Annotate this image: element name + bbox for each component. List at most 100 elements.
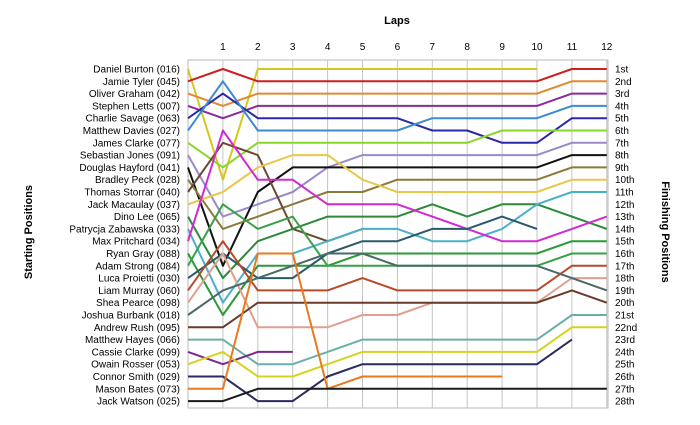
finishing-position-label: 14th xyxy=(615,224,634,235)
series-line-5 xyxy=(187,92,607,144)
finishing-position-label: 15th xyxy=(615,237,634,248)
starting-position-label: Shea Pearce (098) xyxy=(96,298,180,309)
starting-position-label: Mason Bates (073) xyxy=(96,384,181,395)
finishing-position-label: 6th xyxy=(615,126,629,137)
finishing-position-labels: 1st2nd3rd4th5th6th7th8th9th10th11th12th1… xyxy=(615,65,637,408)
finishing-position-label: 12th xyxy=(615,200,634,211)
series-line-15 xyxy=(187,129,608,243)
lap-tick-label: 8 xyxy=(464,42,470,53)
finishing-position-label: 25th xyxy=(615,360,634,371)
starting-position-label: Cassie Clarke (099) xyxy=(92,347,180,358)
y-axis-label-right: Finishing Positions xyxy=(659,181,671,282)
starting-position-label: Andrew Rush (095) xyxy=(94,323,180,334)
lap-tick-labels: 1 2 3 4 5 6 7 8 9 10 11 12 xyxy=(220,42,613,53)
finishing-position-label: 3rd xyxy=(615,89,629,100)
starting-position-label: Patrycja Zabawska (033) xyxy=(69,224,180,235)
starting-position-label: Sebastian Jones (091) xyxy=(80,151,180,162)
lap-tick-label: 6 xyxy=(395,42,401,53)
series-line-19 xyxy=(187,240,607,292)
starting-position-label: James Clarke (077) xyxy=(93,138,180,149)
plot-area xyxy=(187,59,609,409)
starting-position-label: Jack Macaulay (037) xyxy=(88,200,180,211)
series-line-10 xyxy=(187,166,607,230)
lap-tick-label: 7 xyxy=(430,42,436,53)
finishing-position-label: 7th xyxy=(615,138,629,149)
finishing-position-label: 17th xyxy=(615,261,634,272)
lap-tick-label: 11 xyxy=(567,42,578,53)
starting-position-label: Stephen Letts (007) xyxy=(92,101,180,112)
finishing-position-label: 20th xyxy=(615,298,634,309)
finishing-position-label: 23rd xyxy=(615,335,635,346)
starting-position-label: Dino Lee (065) xyxy=(114,212,180,223)
series-line-21 xyxy=(187,252,608,316)
lap-tick-label: 2 xyxy=(255,42,261,53)
finishing-position-label: 4th xyxy=(615,101,629,112)
starting-position-label: Liam Murray (060) xyxy=(98,286,180,297)
finishing-position-label: 1st xyxy=(615,65,629,76)
series-line-18 xyxy=(187,215,538,280)
series-line-28 xyxy=(188,387,607,403)
lap-tick-label: 4 xyxy=(325,42,331,53)
starting-position-label: Luca Proietti (030) xyxy=(98,274,180,285)
y-axis-label-left: Starting Positions xyxy=(23,185,35,279)
finishing-position-label: 5th xyxy=(615,114,629,125)
lap-tick-label: 5 xyxy=(360,42,366,53)
starting-position-label: Ryan Gray (088) xyxy=(106,249,180,260)
series-line-3 xyxy=(187,80,607,107)
starting-position-label: Charlie Savage (063) xyxy=(86,114,181,125)
finishing-position-label: 28th xyxy=(615,397,634,408)
starting-position-label: Matthew Hayes (066) xyxy=(85,335,180,346)
finishing-position-label: 16th xyxy=(615,249,634,260)
starting-position-labels: Daniel Burton (016)Jamie Tyler (045)Oliv… xyxy=(69,65,180,408)
lap-tick-label: 1 xyxy=(220,42,226,53)
starting-position-label: Jack Watson (025) xyxy=(97,397,180,408)
starting-position-label: Matthew Davies (027) xyxy=(83,126,180,137)
starting-position-label: Daniel Burton (016) xyxy=(93,65,180,76)
lap-tick-label: 3 xyxy=(290,42,296,53)
series-line-8 xyxy=(187,141,607,218)
lap-tick-label: 12 xyxy=(601,42,613,53)
series-line-1 xyxy=(187,68,537,181)
series-line-22 xyxy=(188,289,608,329)
finishing-position-label: 24th xyxy=(615,347,634,358)
series-line-6 xyxy=(187,80,607,132)
series-line-26 xyxy=(188,338,573,403)
starting-position-label: Oliver Graham (042) xyxy=(89,89,180,100)
finishing-position-label: 2nd xyxy=(615,77,632,88)
series-line-16 xyxy=(187,240,607,316)
starting-position-label: Max Pritchard (034) xyxy=(92,237,180,248)
starting-position-label: Thomas Storrar (040) xyxy=(84,188,180,199)
series-lines xyxy=(187,68,608,403)
series-line-23 xyxy=(188,314,607,366)
series-line-12 xyxy=(187,154,607,206)
series-line-7 xyxy=(187,129,607,169)
starting-position-label: Jamie Tyler (045) xyxy=(103,77,180,88)
starting-position-label: Connor Smith (029) xyxy=(93,372,180,383)
starting-position-label: Douglas Hayford (041) xyxy=(79,163,180,174)
finishing-position-label: 21st xyxy=(615,311,634,322)
chart-title: Laps xyxy=(384,15,410,27)
finishing-position-label: 22nd xyxy=(615,323,637,334)
finishing-position-label: 10th xyxy=(615,175,634,186)
finishing-position-label: 19th xyxy=(615,286,634,297)
starting-position-label: Owain Rosser (053) xyxy=(91,360,180,371)
lap-tick-label: 10 xyxy=(531,42,543,53)
series-line-4 xyxy=(187,92,607,120)
finishing-position-label: 18th xyxy=(615,274,634,285)
finishing-position-label: 8th xyxy=(615,151,629,162)
series-line-9 xyxy=(187,154,607,267)
starting-position-label: Bradley Peck (028) xyxy=(95,175,180,186)
lap-tick-label: 9 xyxy=(499,42,505,53)
finishing-position-label: 11th xyxy=(615,188,634,199)
finishing-position-label: 9th xyxy=(615,163,629,174)
series-line-25 xyxy=(187,326,607,378)
finishing-position-label: 27th xyxy=(615,384,634,395)
finishing-position-label: 26th xyxy=(615,372,634,383)
starting-position-label: Adam Strong (084) xyxy=(96,261,181,272)
finishing-position-label: 13th xyxy=(615,212,634,223)
series-line-27 xyxy=(188,252,503,390)
series-line-2 xyxy=(187,68,607,83)
starting-position-label: Joshua Burbank (018) xyxy=(82,311,180,322)
